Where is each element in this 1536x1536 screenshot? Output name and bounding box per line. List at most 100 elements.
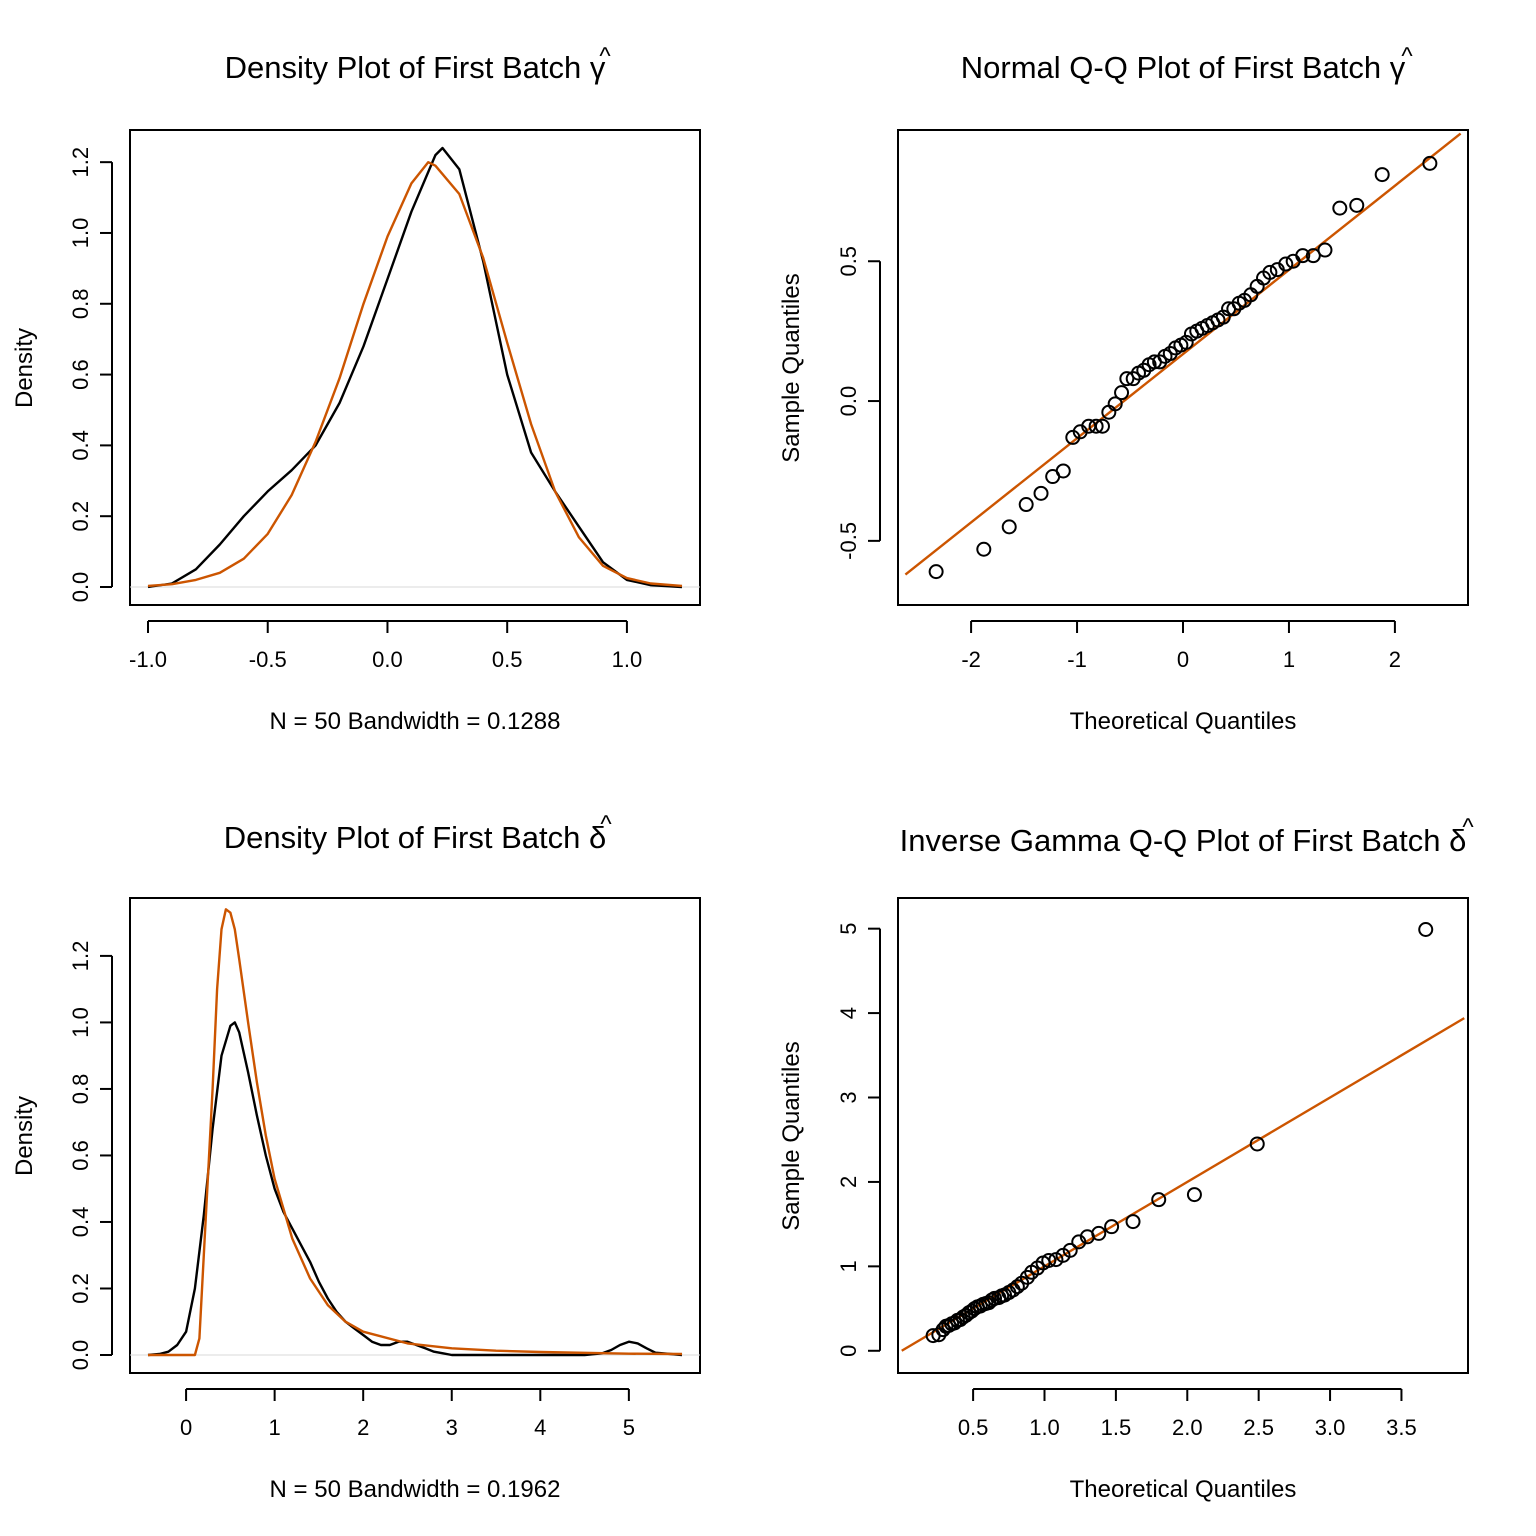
data-point (1295, 248, 1311, 264)
x-tick-label: -1.0 (129, 647, 167, 672)
y-tick-label: 0.0 (836, 386, 861, 417)
y-tick-label: 1.0 (68, 1007, 93, 1038)
y-tick-label: 0.2 (68, 501, 93, 532)
y-tick-label: 0.8 (68, 1074, 93, 1105)
data-point (1317, 242, 1333, 258)
data-point (1094, 418, 1110, 434)
gamma-symbol: γ (1390, 50, 1406, 85)
y-tick-label: 0.0 (68, 572, 93, 603)
plot-content: -2 -1 0 1 2 -0.5 0.0 0.5 (836, 132, 1462, 672)
x-tick-label: 3.0 (1315, 1415, 1346, 1440)
x-tick-label: 1.0 (612, 647, 643, 672)
y-tick-label: 0 (836, 1345, 861, 1357)
data-point (1104, 1219, 1120, 1235)
hat-accent: ^ (1401, 43, 1413, 70)
empirical-density-curve (147, 146, 683, 589)
y-tick-label: 1 (836, 1260, 861, 1272)
y-axis-label: Density (11, 328, 38, 408)
panel-title: Density Plot of First Batch δ (224, 820, 607, 855)
y-tick-label: 0.8 (68, 288, 93, 319)
data-point (1125, 1214, 1141, 1230)
x-tick-label: 2.5 (1243, 1415, 1274, 1440)
data-point (1374, 167, 1390, 183)
y-tick-label: 1.0 (68, 218, 93, 249)
x-tick-label: 4 (534, 1415, 546, 1440)
data-point (928, 564, 944, 580)
x-tick-label: -2 (961, 647, 981, 672)
data-point (1055, 463, 1071, 479)
x-tick-label: -0.5 (249, 647, 287, 672)
data-point (1332, 200, 1348, 216)
inverse-gamma-qq-plot-delta-panel: Inverse Gamma Q-Q Plot of First Batch δ … (778, 814, 1474, 1503)
y-tick-label: 5 (836, 923, 861, 935)
x-tick-label: 0.5 (958, 1415, 989, 1440)
data-point (1418, 922, 1434, 938)
plot-frame (897, 897, 1469, 1374)
y-tick-label: 0.4 (68, 430, 93, 461)
data-point (1114, 385, 1130, 401)
x-tick-label: 1 (1283, 647, 1295, 672)
delta-symbol: δ (1449, 823, 1466, 858)
x-tick-label: 1 (269, 1415, 281, 1440)
y-tick-label: 3 (836, 1091, 861, 1103)
data-point (1151, 1192, 1167, 1208)
y-tick-label: 0.2 (68, 1273, 93, 1304)
y-tick-label: 0.6 (68, 1140, 93, 1171)
plot-frame (129, 129, 701, 606)
delta-symbol: δ (589, 820, 606, 855)
data-point (1249, 1136, 1265, 1152)
data-point (1033, 485, 1049, 501)
panel-title-text: Density Plot of First Batch (224, 820, 589, 855)
plot-content: 0.5 1.0 1.5 2.0 2.5 3.0 3.5 0 1 2 3 4 5 (836, 922, 1465, 1440)
y-tick-label: 1.2 (68, 147, 93, 178)
x-tick-label: 1.5 (1101, 1415, 1132, 1440)
x-tick-label: 0.5 (492, 647, 523, 672)
y-tick-label: 4 (836, 1007, 861, 1019)
plot-content: 0 1 2 3 4 5 0.0 0.2 0.4 0.6 0.8 1.0 1.2 (68, 908, 700, 1440)
y-tick-label: 0.4 (68, 1207, 93, 1238)
y-tick-label: 2 (836, 1176, 861, 1188)
data-point (1278, 256, 1294, 272)
x-tick-label: 0 (180, 1415, 192, 1440)
hat-accent: ^ (1462, 814, 1474, 841)
panel-title: Normal Q-Q Plot of First Batch γ (961, 50, 1406, 85)
panel-title-text: Density Plot of First Batch (225, 50, 590, 85)
x-tick-label: 3.5 (1386, 1415, 1417, 1440)
reference-line (904, 132, 1462, 576)
panel-title: Density Plot of First Batch γ (225, 50, 606, 85)
hat-accent: ^ (599, 43, 611, 70)
hat-accent: ^ (600, 811, 612, 838)
data-point (1018, 497, 1034, 513)
data-point (1009, 1279, 1025, 1295)
x-tick-label: 2.0 (1172, 1415, 1203, 1440)
y-tick-label: -0.5 (836, 522, 861, 560)
x-tick-label: 0.0 (372, 647, 403, 672)
panel-title-text: Inverse Gamma Q-Q Plot of First Batch (900, 823, 1450, 858)
plot-frame (897, 129, 1469, 606)
y-axis-label: Density (11, 1096, 38, 1176)
data-point (1305, 248, 1321, 264)
panel-title: Inverse Gamma Q-Q Plot of First Batch δ (900, 823, 1467, 858)
data-point (976, 541, 992, 557)
x-tick-label: 3 (446, 1415, 458, 1440)
data-point (1349, 197, 1365, 213)
data-point (1091, 1225, 1107, 1241)
x-axis-label: Theoretical Quantiles (1070, 708, 1297, 735)
y-tick-label: 0.5 (836, 246, 861, 277)
gamma-symbol: γ (590, 50, 606, 85)
plot-content: -1.0 -0.5 0.0 0.5 1.0 0.0 0.2 0.4 0.6 0.8 1.0 1.2 (68, 146, 700, 672)
x-axis-label: Theoretical Quantiles (1070, 1476, 1297, 1503)
x-axis-label: N = 50 Bandwidth = 0.1962 (270, 1476, 561, 1503)
x-tick-label: 2 (1389, 647, 1401, 672)
x-tick-label: 0 (1177, 647, 1189, 672)
fitted-density-curve (147, 161, 683, 588)
x-tick-label: -1 (1067, 647, 1087, 672)
y-tick-label: 0.6 (68, 359, 93, 390)
data-point (1041, 1252, 1057, 1268)
x-tick-label: 2 (357, 1415, 369, 1440)
x-tick-label: 5 (623, 1415, 635, 1440)
empirical-density-curve (147, 1021, 683, 1357)
data-point (1088, 418, 1104, 434)
density-plot-delta-panel: Density Plot of First Batch δ ^ Density … (11, 811, 701, 1503)
